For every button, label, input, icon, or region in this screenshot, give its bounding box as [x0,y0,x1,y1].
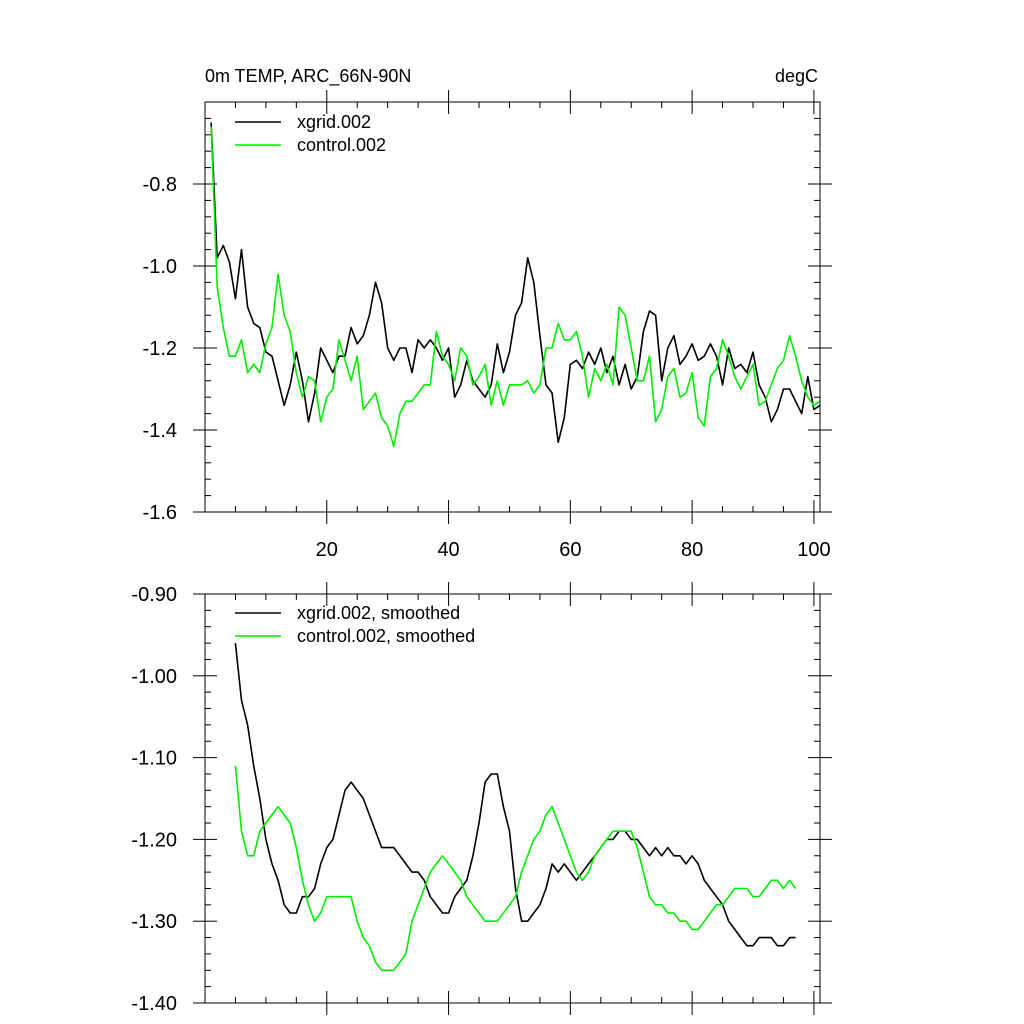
top-panel-legend: xgrid.002 control.002 [235,112,386,155]
y-tick-label: -1.30 [131,911,177,933]
y-tick-label: -1.40 [131,993,177,1015]
y-tick-label: -1.10 [131,748,177,770]
top-panel-title-right: degC [775,66,818,86]
top-panel-series [210,122,821,448]
legend-label: xgrid.002, smoothed [297,603,460,623]
series-line-xgrid [210,122,821,444]
series-line-control [210,126,821,448]
top-panel: 0m TEMP, ARC_66N-90N degC 20 40 60 80 100 -1.… [143,66,832,561]
y-tick-label: -1.20 [131,829,177,851]
top-panel-title-left: 0m TEMP, ARC_66N-90N [205,66,411,87]
series-line-control [234,765,797,972]
legend-label: control.002, smoothed [297,626,475,646]
y-tick-label: -0.8 [143,174,177,196]
y-tick-label: -1.2 [143,338,177,360]
bottom-panel-legend: xgrid.002, smoothed control.002, smoothed [235,603,475,646]
y-tick-label: -1.0 [143,256,177,278]
series-line-xgrid [234,643,796,947]
y-tick-label: -1.6 [143,502,177,524]
y-tick-label: -1.00 [131,666,177,688]
top-panel-frame [204,101,821,513]
x-tick-label: 80 [681,539,703,561]
x-tick-label: 20 [316,539,338,561]
legend-label: control.002 [297,135,386,155]
bottom-panel-frame [204,593,821,1004]
x-tick-label: 40 [437,539,459,561]
legend-label: xgrid.002 [297,112,371,132]
x-tick-label: 100 [797,539,830,561]
bottom-panel-ticks: -1.40 -1.30 -1.20 -1.10 -1.00 -0.90 [131,582,832,1015]
y-tick-label: -0.90 [131,584,177,606]
y-tick-label: -1.4 [143,420,177,442]
x-tick-label: 60 [559,539,581,561]
bottom-panel: -1.40 -1.30 -1.20 -1.10 -1.00 -0.90 xgrid.002… [131,582,832,1015]
bottom-panel-series [234,643,797,972]
top-panel-ticks: 20 40 60 80 100 -1.6 -1.4 -1.2 -1.0 -0.8 [143,90,832,561]
